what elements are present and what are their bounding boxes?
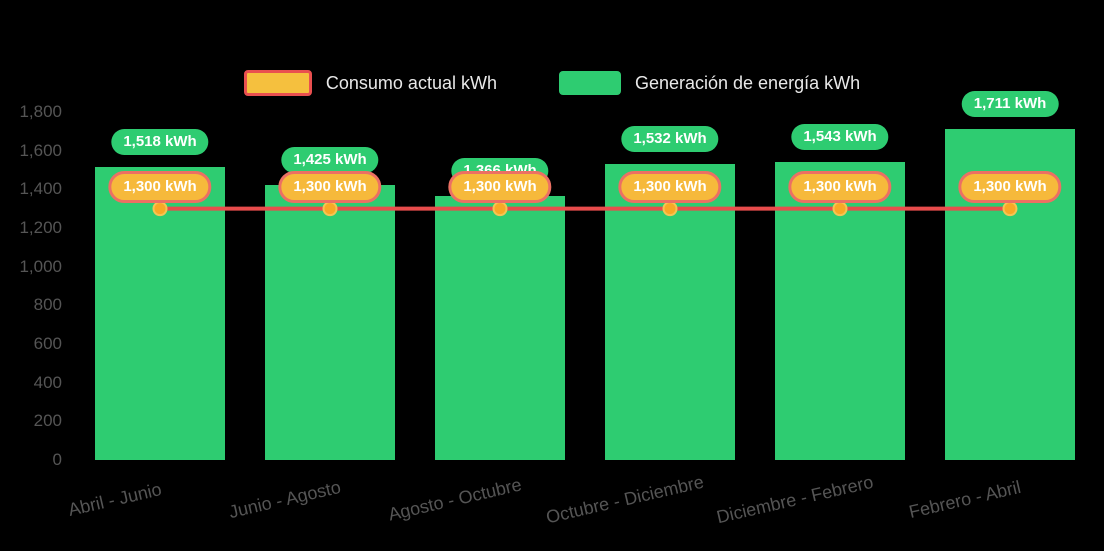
y-tick-label: 1,400 xyxy=(19,179,62,199)
legend-item-generacion: Generación de energía kWh xyxy=(558,71,861,95)
consumption-value-badge: 1,300 kWh xyxy=(618,170,722,203)
x-category-label: Abril - Junio xyxy=(66,479,164,520)
x-category-label: Diciembre - Febrero xyxy=(714,471,876,528)
x-category-label: Junio - Agosto xyxy=(227,476,343,523)
legend-label-consumo: Consumo actual kWh xyxy=(325,72,497,93)
y-tick-label: 1,600 xyxy=(19,140,62,160)
legend-label-generacion: Generación de energía kWh xyxy=(634,72,861,93)
generation-value-badge: 1,532 kWh xyxy=(621,125,719,152)
y-tick-label: 1,200 xyxy=(19,218,62,237)
x-category-label: Febrero - Abril xyxy=(907,476,1023,523)
y-tick-label: 1,800 xyxy=(19,102,62,121)
generacion-swatch-icon xyxy=(558,71,621,95)
y-tick-label: 1,000 xyxy=(19,256,62,276)
generation-bar xyxy=(775,161,905,460)
generation-bar xyxy=(605,163,735,460)
x-category-label: Agosto - Octubre xyxy=(386,474,524,525)
generation-bar xyxy=(265,184,395,460)
y-tick-label: 0 xyxy=(52,450,62,469)
y-tick-label: 600 xyxy=(33,334,62,353)
generation-value-badge: 1,543 kWh xyxy=(791,123,889,150)
consumo-swatch-icon xyxy=(243,70,312,96)
consumption-value-badge: 1,300 kWh xyxy=(448,170,552,203)
generation-value-badge: 1,711 kWh xyxy=(961,91,1059,118)
generation-bar xyxy=(95,166,225,460)
consumption-value-badge: 1,300 kWh xyxy=(958,170,1062,203)
consumption-value-badge: 1,300 kWh xyxy=(108,170,212,203)
generation-value-badge: 1,518 kWh xyxy=(111,128,209,155)
generation-value-badge: 1,425 kWh xyxy=(281,146,379,173)
y-tick-label: 800 xyxy=(33,295,62,315)
generation-bar xyxy=(435,195,565,460)
x-category-label: Octubre - Diciembre xyxy=(544,471,706,528)
consumption-value-badge: 1,300 kWh xyxy=(278,170,382,203)
legend-item-consumo: Consumo actual kWh xyxy=(243,70,497,96)
consumption-value-badge: 1,300 kWh xyxy=(788,170,892,203)
chart-legend: Consumo actual kWh Generación de energía… xyxy=(0,70,1104,96)
y-tick-label: 200 xyxy=(33,411,62,431)
y-tick-label: 400 xyxy=(33,372,62,392)
